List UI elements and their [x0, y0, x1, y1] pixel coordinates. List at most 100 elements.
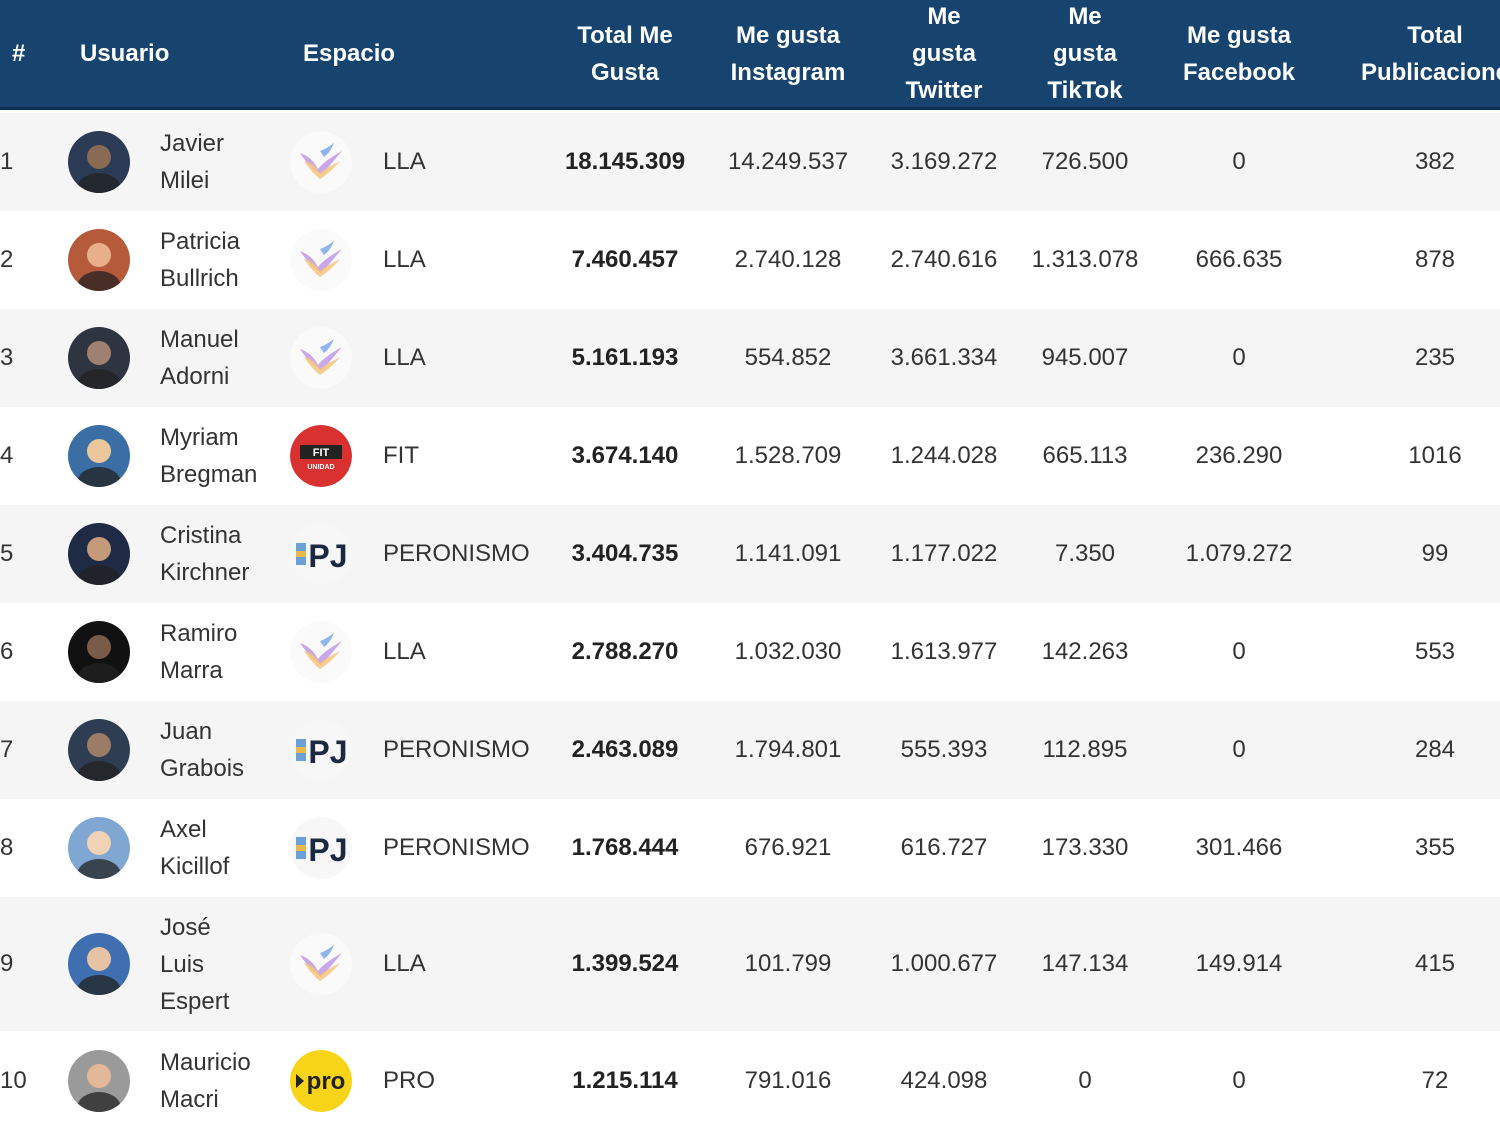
- table-row[interactable]: 4 Myriam Bregman FIT UNIDAD FIT 3.674.140 1.52…: [0, 407, 1500, 505]
- cell-me-gusta-tiktok: 726.500: [1041, 148, 1129, 175]
- cell-me-gusta-facebook: 149.914: [1195, 950, 1283, 977]
- header-total-me-gusta[interactable]: Total Me Gusta: [577, 21, 673, 86]
- cell-espacio: LLA: [383, 950, 426, 977]
- cell-me-gusta-facebook: 236.290: [1195, 442, 1283, 469]
- cell-total-publicaciones: 415: [1414, 950, 1456, 977]
- table-row[interactable]: 1 Javier Milei LLA 18.145.309 14.249.537 3.16…: [0, 113, 1500, 211]
- header-usuario[interactable]: Usuario: [80, 40, 170, 67]
- table-row[interactable]: 9 José Luis Espert LLA 1.399.524 101.799 1.00…: [0, 897, 1500, 1031]
- cell-me-gusta-twitter: 3.661.334: [890, 344, 998, 371]
- cell-me-gusta-twitter: 555.393: [900, 736, 988, 763]
- cell-total-publicaciones: 553: [1414, 638, 1456, 665]
- cell-rank: 1: [0, 148, 14, 175]
- table-row[interactable]: 6 Ramiro Marra LLA 2.788.270 1.032.030 1.613.…: [0, 603, 1500, 701]
- cell-usuario[interactable]: Patricia Bullrich: [160, 228, 241, 292]
- header-me-gusta-instagram[interactable]: Me gusta Instagram: [730, 21, 846, 86]
- pro-logo: pro: [290, 1050, 352, 1112]
- table-row[interactable]: 3 Manuel Adorni LLA 5.161.193 554.852 3.661.3…: [0, 309, 1500, 407]
- avatar[interactable]: [68, 131, 130, 193]
- cell-me-gusta-facebook: 0: [1232, 736, 1246, 763]
- avatar[interactable]: [68, 933, 130, 995]
- cell-usuario[interactable]: José Luis Espert: [160, 913, 230, 1015]
- svg-text:PJ: PJ: [308, 538, 347, 574]
- cell-usuario[interactable]: Cristina Kirchner: [160, 522, 250, 586]
- table-row[interactable]: 8 Axel Kicillof PJ PERONISMO 1.768.444 676.92…: [0, 799, 1500, 897]
- cell-total-me-gusta: 1.215.114: [572, 1067, 678, 1094]
- avatar[interactable]: [68, 327, 130, 389]
- cell-me-gusta-instagram: 1.528.709: [734, 442, 842, 469]
- avatar[interactable]: [68, 1050, 130, 1112]
- cell-total-me-gusta: 3.674.140: [571, 442, 679, 469]
- cell-me-gusta-facebook: 0: [1232, 1067, 1246, 1094]
- header-me-gusta-facebook[interactable]: Me gusta Facebook: [1182, 21, 1296, 86]
- avatar[interactable]: [68, 229, 130, 291]
- cell-usuario[interactable]: Manuel Adorni: [160, 326, 239, 390]
- cell-rank: 5: [0, 540, 14, 567]
- cell-me-gusta-tiktok: 147.134: [1041, 950, 1129, 977]
- cell-total-me-gusta: 3.404.735: [571, 540, 679, 567]
- cell-me-gusta-twitter: 3.169.272: [890, 148, 998, 175]
- lla-logo: [290, 621, 352, 683]
- cell-rank: 6: [0, 638, 14, 665]
- cell-me-gusta-instagram: 676.921: [744, 834, 832, 861]
- cell-espacio: PERONISMO: [383, 834, 530, 861]
- cell-usuario[interactable]: Ramiro Marra: [160, 620, 238, 684]
- cell-espacio: FIT: [383, 442, 419, 469]
- cell-usuario[interactable]: Mauricio Macri: [160, 1049, 251, 1113]
- cell-me-gusta-facebook: 666.635: [1195, 246, 1283, 273]
- header-rank[interactable]: #: [12, 40, 26, 67]
- avatar[interactable]: [68, 719, 130, 781]
- table-row[interactable]: 10 Mauricio Macri pro PRO 1.215.114 791.016 42…: [0, 1031, 1500, 1125]
- header-espacio[interactable]: Espacio: [303, 40, 396, 67]
- cell-me-gusta-facebook: 1.079.272: [1185, 540, 1293, 567]
- cell-me-gusta-instagram: 2.740.128: [734, 246, 842, 273]
- header-me-gusta-tiktok[interactable]: Me gusta TikTok: [1047, 3, 1123, 104]
- cell-total-me-gusta: 2.788.270: [571, 638, 679, 665]
- cell-total-publicaciones: 235: [1414, 344, 1456, 371]
- cell-me-gusta-instagram: 14.249.537: [727, 148, 849, 175]
- cell-espacio: PRO: [383, 1067, 436, 1094]
- cell-total-publicaciones: 878: [1414, 246, 1456, 273]
- cell-me-gusta-tiktok: 142.263: [1041, 638, 1129, 665]
- cell-espacio: LLA: [383, 638, 426, 665]
- cell-me-gusta-tiktok: 1.313.078: [1031, 246, 1139, 273]
- pj-logo: PJ: [290, 719, 352, 781]
- header-me-gusta-twitter[interactable]: Me gusta Twitter: [905, 3, 983, 104]
- table-row[interactable]: 2 Patricia Bullrich LLA 7.460.457 2.740.128 2…: [0, 211, 1500, 309]
- cell-espacio: LLA: [383, 344, 426, 371]
- cell-usuario[interactable]: Axel Kicillof: [160, 816, 230, 880]
- pj-logo: PJ: [290, 817, 352, 879]
- cell-total-me-gusta: 2.463.089: [571, 736, 679, 763]
- pj-logo: PJ: [290, 523, 352, 585]
- cell-me-gusta-twitter: 2.740.616: [890, 246, 998, 273]
- avatar[interactable]: [68, 425, 130, 487]
- header-total-publicaciones[interactable]: Total Publicacione: [1360, 21, 1500, 86]
- cell-total-me-gusta: 7.460.457: [571, 246, 679, 273]
- cell-usuario[interactable]: Juan Grabois: [160, 718, 245, 782]
- cell-total-publicaciones: 72: [1421, 1067, 1449, 1094]
- cell-me-gusta-instagram: 1.794.801: [734, 736, 842, 763]
- cell-me-gusta-facebook: 0: [1232, 344, 1246, 371]
- cell-me-gusta-facebook: 0: [1232, 148, 1246, 175]
- cell-total-me-gusta: 1.768.444: [571, 834, 679, 861]
- cell-rank: 8: [0, 834, 14, 861]
- lla-logo: [290, 933, 352, 995]
- cell-me-gusta-tiktok: 0: [1078, 1067, 1092, 1094]
- avatar[interactable]: [68, 621, 130, 683]
- cell-usuario[interactable]: Javier Milei: [160, 130, 225, 194]
- cell-me-gusta-tiktok: 665.113: [1042, 442, 1128, 469]
- cell-me-gusta-twitter: 1.244.028: [890, 442, 998, 469]
- cell-me-gusta-twitter: 1.000.677: [890, 950, 998, 977]
- cell-usuario[interactable]: Myriam Bregman: [160, 424, 258, 488]
- cell-rank: 9: [0, 950, 14, 977]
- cell-me-gusta-tiktok: 945.007: [1041, 344, 1129, 371]
- cell-me-gusta-tiktok: 112.895: [1042, 736, 1128, 763]
- cell-rank: 7: [0, 736, 14, 763]
- avatar[interactable]: [68, 817, 130, 879]
- cell-me-gusta-facebook: 301.466: [1195, 834, 1283, 861]
- table-row[interactable]: 5 Cristina Kirchner PJ PERONISMO 3.404.735 1.…: [0, 505, 1500, 603]
- table-row[interactable]: 7 Juan Grabois PJ PERONISMO 2.463.089 1.794.8…: [0, 701, 1500, 799]
- cell-rank: 3: [0, 344, 14, 371]
- avatar[interactable]: [68, 523, 130, 585]
- cell-me-gusta-twitter: 616.727: [900, 834, 988, 861]
